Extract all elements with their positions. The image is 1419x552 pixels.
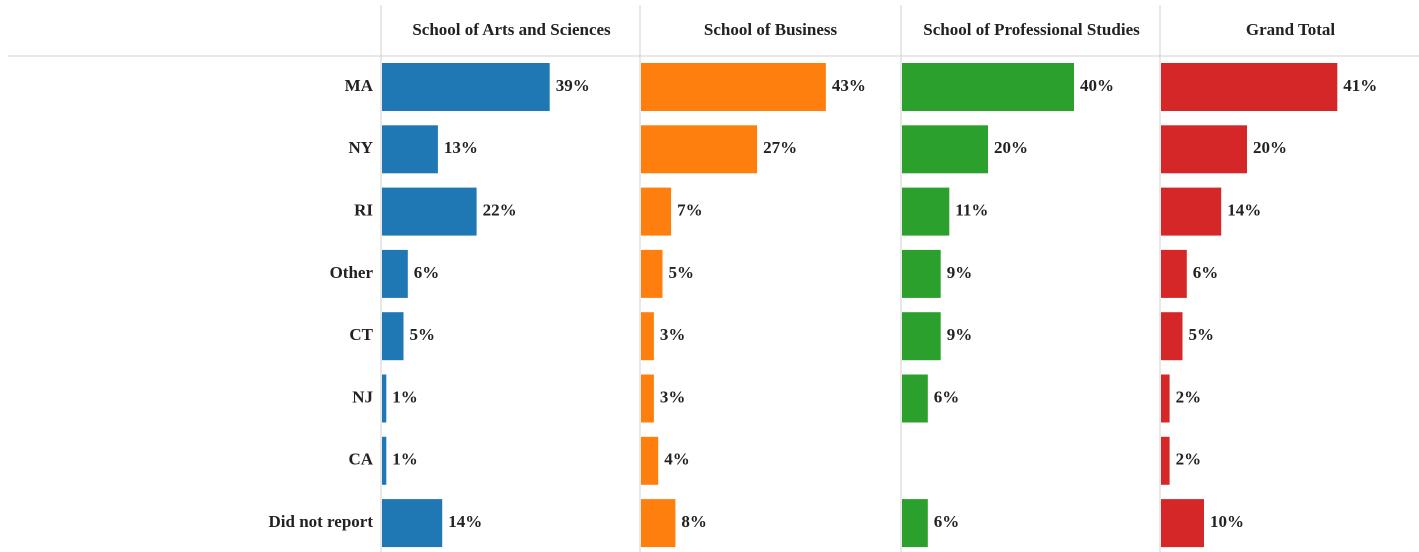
value-label: 40% bbox=[1080, 76, 1114, 95]
value-label: 6% bbox=[1193, 263, 1219, 282]
value-label: 43% bbox=[832, 76, 866, 95]
value-label: 8% bbox=[681, 512, 707, 531]
bar bbox=[902, 63, 1074, 111]
bar bbox=[1161, 63, 1338, 111]
value-label: 2% bbox=[1176, 387, 1202, 406]
bar bbox=[641, 436, 659, 485]
bar bbox=[1161, 187, 1222, 236]
row-label: MA bbox=[345, 76, 374, 95]
bar bbox=[902, 499, 928, 548]
bar bbox=[641, 312, 654, 361]
bar bbox=[1161, 312, 1183, 361]
row-label: NJ bbox=[352, 387, 373, 406]
bar bbox=[382, 249, 408, 298]
row-label: CA bbox=[348, 450, 373, 469]
value-label: 2% bbox=[1176, 450, 1202, 469]
value-label: 6% bbox=[934, 512, 960, 531]
value-label: 39% bbox=[556, 76, 590, 95]
value-label: 3% bbox=[660, 325, 686, 344]
bar bbox=[382, 499, 443, 548]
bar bbox=[382, 187, 477, 236]
row-label: RI bbox=[354, 201, 373, 220]
value-label: 10% bbox=[1210, 512, 1244, 531]
value-label: 5% bbox=[669, 263, 695, 282]
panel-title: School of Business bbox=[703, 20, 838, 39]
value-label: 9% bbox=[947, 263, 973, 282]
row-label: Other bbox=[330, 263, 374, 282]
bar bbox=[641, 125, 758, 174]
row-label: Did not report bbox=[268, 512, 373, 531]
bar bbox=[641, 249, 663, 298]
value-label: 27% bbox=[763, 138, 797, 157]
panel-title: Grand Total bbox=[1245, 20, 1336, 39]
bar bbox=[382, 125, 438, 174]
bar bbox=[902, 312, 941, 361]
value-label: 5% bbox=[1189, 325, 1215, 344]
bar bbox=[1161, 499, 1204, 548]
value-label: 20% bbox=[994, 138, 1028, 157]
bar bbox=[382, 63, 550, 111]
row-label: CT bbox=[349, 325, 373, 344]
bar bbox=[641, 374, 654, 423]
value-label: 5% bbox=[410, 325, 436, 344]
bar bbox=[902, 249, 941, 298]
value-label: 14% bbox=[448, 512, 482, 531]
row-label: NY bbox=[348, 138, 373, 157]
bar bbox=[1161, 374, 1170, 423]
value-label: 1% bbox=[392, 450, 418, 469]
value-label: 7% bbox=[677, 201, 703, 220]
bar bbox=[1161, 436, 1170, 485]
value-label: 14% bbox=[1227, 201, 1261, 220]
value-label: 6% bbox=[934, 387, 960, 406]
panel-title: School of Arts and Sciences bbox=[412, 20, 611, 39]
value-label: 22% bbox=[483, 201, 517, 220]
bar bbox=[1161, 249, 1187, 298]
bar bbox=[902, 187, 950, 236]
value-label: 13% bbox=[444, 138, 478, 157]
value-label: 6% bbox=[414, 263, 440, 282]
bar bbox=[1161, 125, 1247, 174]
bar bbox=[902, 125, 988, 174]
bar bbox=[382, 436, 387, 485]
value-label: 41% bbox=[1343, 76, 1377, 95]
value-label: 11% bbox=[955, 201, 988, 220]
bar bbox=[382, 312, 404, 361]
bar bbox=[641, 187, 672, 236]
value-label: 9% bbox=[947, 325, 973, 344]
value-label: 4% bbox=[664, 450, 690, 469]
value-label: 20% bbox=[1253, 138, 1287, 157]
bar bbox=[641, 63, 826, 111]
bar bbox=[382, 374, 387, 423]
bar bbox=[902, 374, 928, 423]
value-label: 1% bbox=[392, 387, 418, 406]
bar bbox=[641, 499, 676, 548]
value-label: 3% bbox=[660, 387, 686, 406]
panel-title: School of Professional Studies bbox=[923, 20, 1140, 39]
